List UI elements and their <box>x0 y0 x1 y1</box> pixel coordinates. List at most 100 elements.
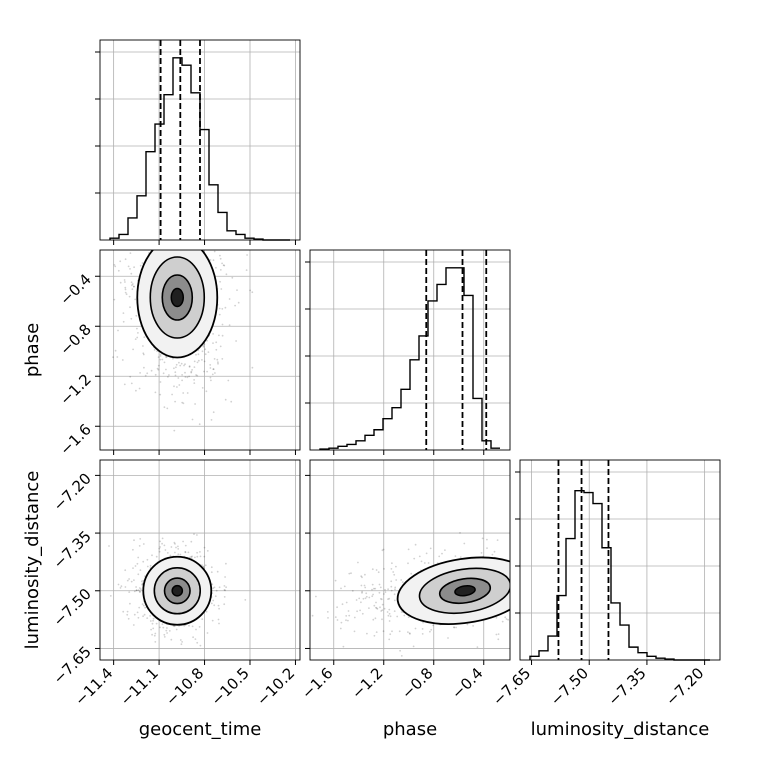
scatter-point <box>204 353 207 356</box>
scatter-point <box>210 571 213 574</box>
scatter-point <box>173 367 175 370</box>
scatter-point <box>183 364 185 367</box>
scatter-point <box>151 622 154 625</box>
scatter-point <box>407 616 410 618</box>
scatter-point <box>139 591 142 593</box>
scatter-point <box>345 601 348 604</box>
scatter-point <box>218 586 221 589</box>
scatter-point <box>336 619 339 621</box>
scatter-point <box>510 589 512 591</box>
scatter-point <box>194 403 197 405</box>
scatter-point <box>138 590 141 593</box>
x-tick-label-luminosity_distance: −7.65 <box>489 664 534 709</box>
scatter-point <box>381 618 383 621</box>
scatter-point <box>108 545 110 547</box>
scatter-point <box>224 398 227 401</box>
scatter-point <box>175 546 177 549</box>
scatter-point <box>133 579 135 581</box>
scatter-point <box>141 603 144 605</box>
scatter-point <box>209 259 212 261</box>
scatter-point <box>152 627 155 630</box>
scatter-point <box>191 247 193 249</box>
scatter-point <box>390 568 393 570</box>
scatter-point <box>131 288 134 291</box>
scatter-point <box>382 630 385 633</box>
scatter-point <box>413 557 416 560</box>
scatter-point <box>401 581 404 583</box>
scatter-point <box>120 585 123 588</box>
scatter-point <box>516 577 518 579</box>
scatter-point <box>514 603 516 605</box>
scatter-point <box>513 572 515 574</box>
scatter-point <box>178 361 180 364</box>
scatter-point <box>146 372 149 375</box>
scatter-point <box>390 580 393 583</box>
scatter-point <box>251 291 254 294</box>
scatter-point <box>441 552 443 555</box>
scatter-point <box>137 556 140 559</box>
scatter-point <box>172 247 174 249</box>
scatter-point <box>393 599 396 602</box>
x-tick-label-phase: −1.6 <box>298 664 336 702</box>
scatter-point <box>493 550 496 553</box>
scatter-point <box>124 281 126 283</box>
scatter-point <box>373 604 376 607</box>
scatter-point <box>218 307 221 310</box>
scatter-point <box>129 268 131 270</box>
scatter-point <box>203 360 206 363</box>
scatter-point <box>206 370 209 373</box>
scatter-point <box>139 264 142 267</box>
scatter-point <box>181 379 184 382</box>
scatter-point <box>166 552 169 554</box>
scatter-point <box>141 583 144 586</box>
scatter-point <box>172 243 174 245</box>
scatter-point <box>432 624 434 627</box>
scatter-point <box>196 361 199 364</box>
scatter-point <box>360 584 363 587</box>
scatter-point <box>204 564 207 567</box>
scatter-point <box>225 586 228 589</box>
scatter-point <box>173 385 175 388</box>
panel-content <box>311 532 520 657</box>
scatter-point <box>361 590 363 593</box>
scatter-point <box>173 541 176 544</box>
scatter-point <box>206 550 209 552</box>
scatter-point <box>393 573 396 576</box>
contour-level-4 <box>454 585 476 597</box>
scatter-point <box>231 276 234 279</box>
scatter-point <box>212 259 215 262</box>
scatter-point <box>138 587 141 589</box>
scatter-point <box>327 617 329 619</box>
panel-content <box>112 243 254 432</box>
scatter-point <box>497 633 500 635</box>
scatter-point <box>388 612 391 615</box>
scatter-point <box>144 374 147 377</box>
scatter-point <box>190 555 193 558</box>
scatter-point <box>124 288 127 291</box>
scatter-point <box>518 588 520 590</box>
scatter-point <box>495 633 498 636</box>
scatter-point <box>149 615 152 617</box>
scatter-point <box>180 362 183 365</box>
histogram-phase <box>319 267 500 450</box>
scatter-point <box>157 368 160 371</box>
scatter-point <box>183 624 186 627</box>
scatter-point <box>181 243 183 245</box>
scatter-point <box>430 628 433 631</box>
scatter-point <box>466 623 469 626</box>
scatter-point <box>205 390 208 393</box>
scatter-point <box>143 613 146 616</box>
scatter-point <box>126 610 129 613</box>
scatter-point <box>386 611 389 613</box>
scatter-point <box>414 627 417 630</box>
scatter-point <box>188 556 191 559</box>
scatter-point <box>228 324 231 326</box>
scatter-point <box>486 547 488 549</box>
scatter-point <box>184 376 187 378</box>
scatter-point <box>130 317 133 320</box>
scatter-point <box>218 607 221 610</box>
scatter-point <box>125 293 128 296</box>
scatter-point <box>394 586 397 589</box>
scatter-point <box>210 379 212 382</box>
scatter-point <box>383 568 385 570</box>
